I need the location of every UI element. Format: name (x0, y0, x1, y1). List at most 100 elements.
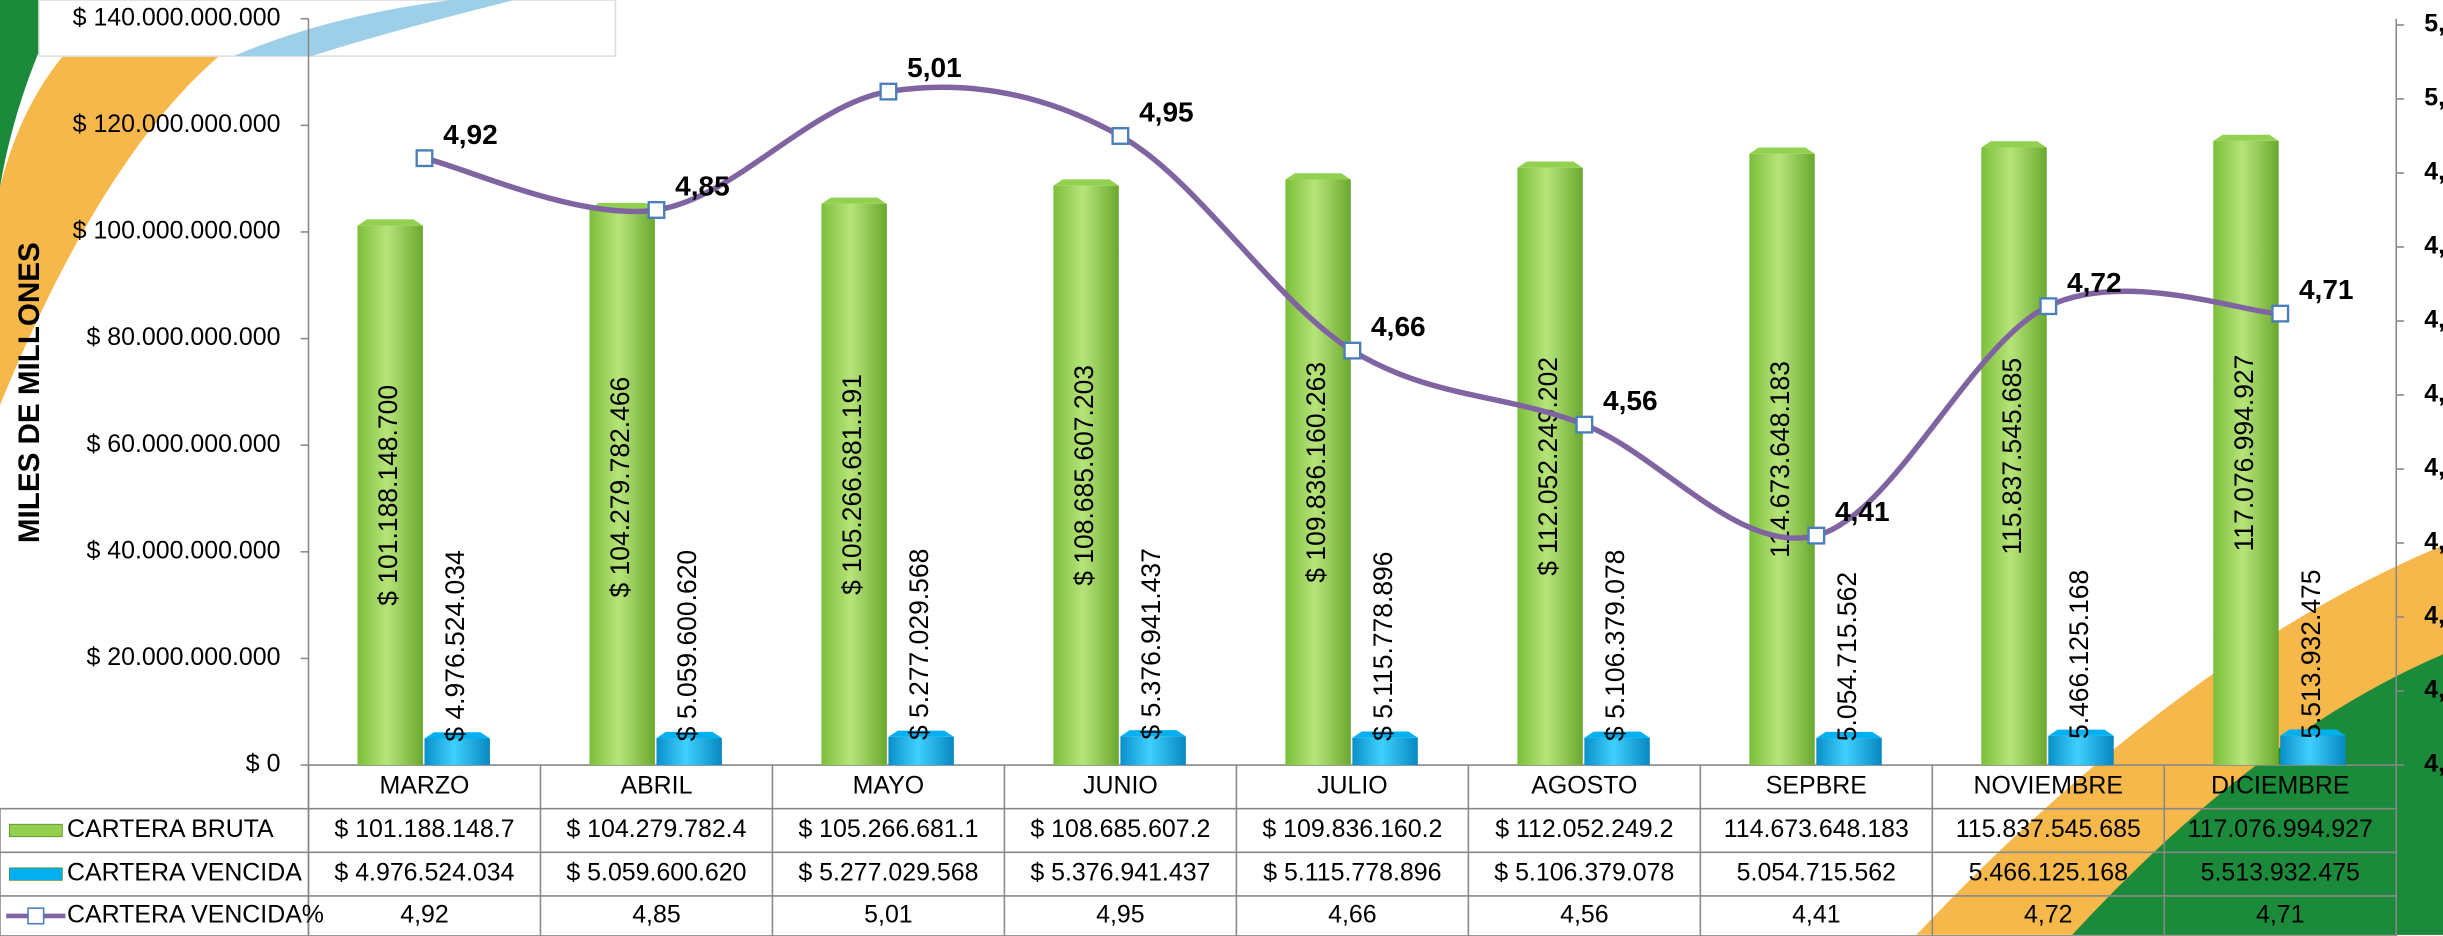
table-cell: 5.054.715.562 (1737, 859, 1896, 887)
bar-top (1352, 731, 1418, 738)
bar-top (357, 219, 423, 226)
x-tick-label: NOVIEMBRE (1974, 771, 2123, 799)
line-value-label: 5,01 (907, 52, 962, 83)
legend-swatch (8, 867, 63, 881)
y-tick-label: $ 140.000.000.000 (73, 3, 281, 31)
bar-top (1584, 731, 1650, 738)
y-axis-title: MILES DE MILLONES (13, 242, 46, 543)
y2-tick-label: 4,8 (2424, 232, 2443, 260)
y2-tick-label: 4,6 (2424, 380, 2443, 408)
bar (656, 738, 722, 766)
line-marker (1343, 341, 1362, 360)
x-tick-label: DICIEMBRE (2211, 771, 2349, 799)
bar (2213, 140, 2279, 766)
table-cell: $ 104.279.782.4 (566, 815, 746, 843)
legend-swatch (8, 823, 63, 838)
line-value-label: 4,41 (1835, 496, 1890, 527)
line-value-label: 4,85 (675, 171, 730, 202)
line-marker (879, 82, 898, 101)
bar-value-label: $ 5.277.029.568 (904, 549, 934, 740)
y2-tick-label: 4,2 (2424, 676, 2443, 704)
bar-top (1981, 141, 2047, 148)
bar-top (2280, 729, 2346, 736)
bar-value-label: 5.466.125.168 (2064, 570, 2094, 739)
bar (1120, 736, 1186, 766)
bar-value-label: $ 109.836.160.263 (1301, 362, 1331, 583)
bar-value-label: 117.076.994.927 (2229, 355, 2259, 552)
x-tick-label: SEPBRE (1766, 771, 1867, 799)
bar (888, 736, 954, 766)
x-tick-label: JULIO (1317, 771, 1388, 799)
line-marker (1575, 415, 1594, 434)
table-cell: $ 5.376.941.437 (1030, 859, 1210, 887)
line-value-label: 4,56 (1603, 385, 1658, 416)
table-cell: 4,66 (1328, 901, 1376, 929)
table-cell: $ 105.266.681.1 (798, 815, 978, 843)
bar-top (821, 197, 887, 204)
bar (1816, 738, 1882, 766)
bar-top (2213, 134, 2279, 141)
y2-tick-label: 5,0 (2424, 84, 2443, 112)
bar-value-label: $ 5.106.379.078 (1600, 550, 1630, 741)
table-cell: $ 5.059.600.620 (566, 859, 746, 887)
bar-top (1816, 731, 1882, 739)
bar (2048, 735, 2114, 766)
y2-tick-label: 5,1 (2424, 10, 2443, 38)
x-tick-label: ABRIL (620, 771, 692, 799)
bar (589, 209, 655, 766)
bar-top (1749, 147, 1815, 154)
y2-tick-label: 4,7 (2424, 306, 2443, 334)
y-tick-label: $ 20.000.000.000 (87, 643, 281, 671)
line-marker (2271, 304, 2290, 323)
y-tick-label: $ 40.000.000.000 (87, 536, 281, 564)
x-tick-label: AGOSTO (1531, 771, 1637, 799)
bar-top (888, 730, 954, 737)
bar-top (424, 732, 490, 739)
table-cell: $ 5.277.029.568 (798, 859, 978, 887)
line-value-label: 4,72 (2067, 267, 2122, 298)
table-cell: $ 4.976.524.034 (334, 859, 514, 887)
table-cell: $ 112.052.249.2 (1495, 815, 1673, 843)
bar (1981, 147, 2047, 766)
legend-label: CARTERA VENCIDA (67, 859, 302, 887)
y-tick-label: $ 0 (246, 750, 281, 778)
bar-value-label: $ 101.188.148.700 (373, 385, 403, 606)
table-cell: 4,85 (632, 901, 680, 929)
x-tick-label: MARZO (380, 771, 470, 799)
table-cell: $ 5.115.778.896 (1263, 859, 1441, 887)
table-cell: $ 108.685.607.2 (1030, 815, 1210, 843)
bar (1584, 737, 1650, 766)
line-marker (415, 149, 434, 168)
table-cell: 4,95 (1096, 901, 1144, 929)
bar-value-label: 114.673.648.183 (1765, 361, 1795, 558)
bar (1285, 179, 1351, 766)
bar-value-label: $ 5.115.778.896 (1368, 551, 1398, 740)
bar (821, 203, 887, 766)
table-cell: 4,71 (2256, 901, 2304, 929)
bar-value-label: $ 112.052.249.202 (1533, 357, 1563, 576)
y2-tick-label: 4,9 (2424, 158, 2443, 186)
y-tick-label: $ 120.000.000.000 (73, 110, 281, 138)
bar (357, 225, 423, 766)
bar-top (1120, 730, 1186, 737)
line-value-label: 4,71 (2299, 274, 2354, 305)
table-cell: $ 5.106.379.078 (1494, 859, 1674, 887)
bar-value-label: $ 5.376.941.437 (1136, 548, 1166, 739)
bar-top (1517, 161, 1583, 168)
table-cell: 4,92 (400, 901, 448, 929)
y-tick-label: $ 80.000.000.000 (87, 323, 281, 351)
table-cell: 4,41 (1792, 901, 1840, 929)
y2-tick-label: 4,1 (2424, 750, 2443, 778)
line-value-label: 4,66 (1371, 311, 1426, 342)
line-value-label: 4,92 (443, 119, 498, 150)
table-cell: 115.837.545.685 (1956, 815, 2141, 843)
bar-value-label: $ 5.059.600.620 (672, 550, 702, 741)
y2-tick-label: 4,3 (2424, 602, 2443, 630)
y-tick-label: $ 60.000.000.000 (87, 430, 281, 458)
bar (1517, 167, 1583, 766)
table-cell: 4,72 (2024, 901, 2072, 929)
table-cell: $ 101.188.148.7 (334, 815, 514, 843)
